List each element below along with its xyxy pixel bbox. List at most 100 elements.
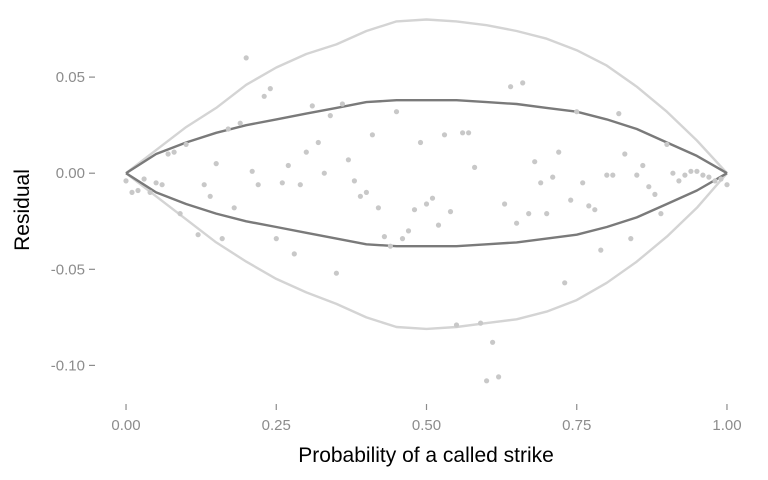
data-point xyxy=(706,174,712,180)
data-point xyxy=(453,322,460,328)
data-point xyxy=(556,149,562,155)
data-point xyxy=(484,378,490,384)
x-axis-title: Probability of a called strike xyxy=(298,444,554,467)
data-point xyxy=(315,139,321,146)
data-point xyxy=(718,176,724,182)
outer-band-lower-line xyxy=(125,172,728,331)
data-point xyxy=(141,176,147,182)
data-point xyxy=(694,168,700,174)
data-point xyxy=(598,247,604,253)
data-point xyxy=(616,111,622,117)
data-point xyxy=(574,109,580,115)
data-point xyxy=(291,251,297,257)
data-point xyxy=(225,126,231,132)
data-point xyxy=(580,180,586,186)
data-point xyxy=(441,132,448,138)
data-point xyxy=(387,243,393,249)
data-point xyxy=(472,164,478,170)
data-point xyxy=(357,193,363,199)
data-point xyxy=(303,149,309,155)
data-point xyxy=(363,189,369,195)
data-point xyxy=(255,182,261,188)
data-point xyxy=(478,320,484,326)
data-point xyxy=(195,232,201,238)
data-point xyxy=(213,161,219,167)
data-point xyxy=(345,157,351,163)
data-point xyxy=(123,178,129,184)
data-point xyxy=(177,211,183,217)
x-axis-ticks: 0.00 0.25 0.50 0.75 1.00 xyxy=(111,404,742,434)
data-point xyxy=(339,101,345,107)
data-point xyxy=(183,141,189,147)
data-point xyxy=(249,168,255,174)
data-point xyxy=(333,270,339,276)
data-point xyxy=(327,113,333,119)
data-point xyxy=(658,211,664,217)
data-point xyxy=(165,151,171,157)
y-tick-label: -0.05 xyxy=(51,261,85,278)
data-point xyxy=(171,149,177,155)
data-point xyxy=(550,174,556,180)
data-point xyxy=(586,203,592,209)
data-point xyxy=(267,86,273,92)
data-point xyxy=(369,132,375,138)
data-point xyxy=(237,120,243,126)
y-axis-title: Residual xyxy=(11,169,34,251)
data-point xyxy=(514,220,520,226)
data-point xyxy=(508,84,514,90)
data-point xyxy=(219,236,225,242)
data-point xyxy=(520,80,526,86)
data-point xyxy=(285,162,291,169)
data-point xyxy=(135,187,141,194)
data-point xyxy=(544,211,550,217)
data-point xyxy=(147,189,153,195)
data-point xyxy=(610,172,616,178)
data-point xyxy=(297,182,303,188)
data-point xyxy=(279,180,285,186)
y-tick-label: 0.05 xyxy=(56,69,85,86)
data-point xyxy=(592,207,598,213)
data-point xyxy=(712,178,718,184)
inner-band-lower-line xyxy=(125,172,728,248)
data-point xyxy=(622,151,628,157)
data-point xyxy=(664,141,670,147)
data-point xyxy=(460,130,466,136)
data-points xyxy=(123,55,730,384)
data-point xyxy=(273,236,279,242)
data-point xyxy=(321,170,327,176)
data-point xyxy=(447,209,454,215)
data-point xyxy=(129,189,135,195)
outer-band-upper-line xyxy=(125,18,728,175)
data-point xyxy=(405,228,412,234)
y-axis-ticks: -0.10 -0.05 0.00 0.05 xyxy=(51,69,95,374)
data-point xyxy=(381,234,387,240)
data-point xyxy=(351,178,357,184)
data-point xyxy=(646,184,652,190)
data-point xyxy=(261,93,267,99)
data-point xyxy=(688,168,694,174)
data-point xyxy=(526,211,532,217)
x-tick-label: 0.00 xyxy=(111,417,140,434)
data-point xyxy=(231,205,237,211)
data-point xyxy=(490,339,496,345)
data-point xyxy=(243,55,249,61)
data-point xyxy=(153,180,159,186)
x-tick-label: 0.25 xyxy=(262,417,291,434)
data-point xyxy=(634,172,640,178)
y-tick-label: -0.10 xyxy=(51,357,85,374)
data-point xyxy=(201,182,207,188)
data-point xyxy=(670,170,676,176)
data-point xyxy=(207,193,213,199)
data-point xyxy=(724,182,730,188)
data-point xyxy=(423,201,430,207)
data-point xyxy=(682,172,688,178)
data-point xyxy=(532,159,538,165)
data-point xyxy=(393,109,400,115)
data-point xyxy=(466,130,472,136)
data-point xyxy=(496,374,502,380)
data-point xyxy=(411,207,418,213)
x-tick-label: 0.50 xyxy=(412,417,441,434)
data-point xyxy=(676,178,682,184)
data-point xyxy=(640,162,646,169)
